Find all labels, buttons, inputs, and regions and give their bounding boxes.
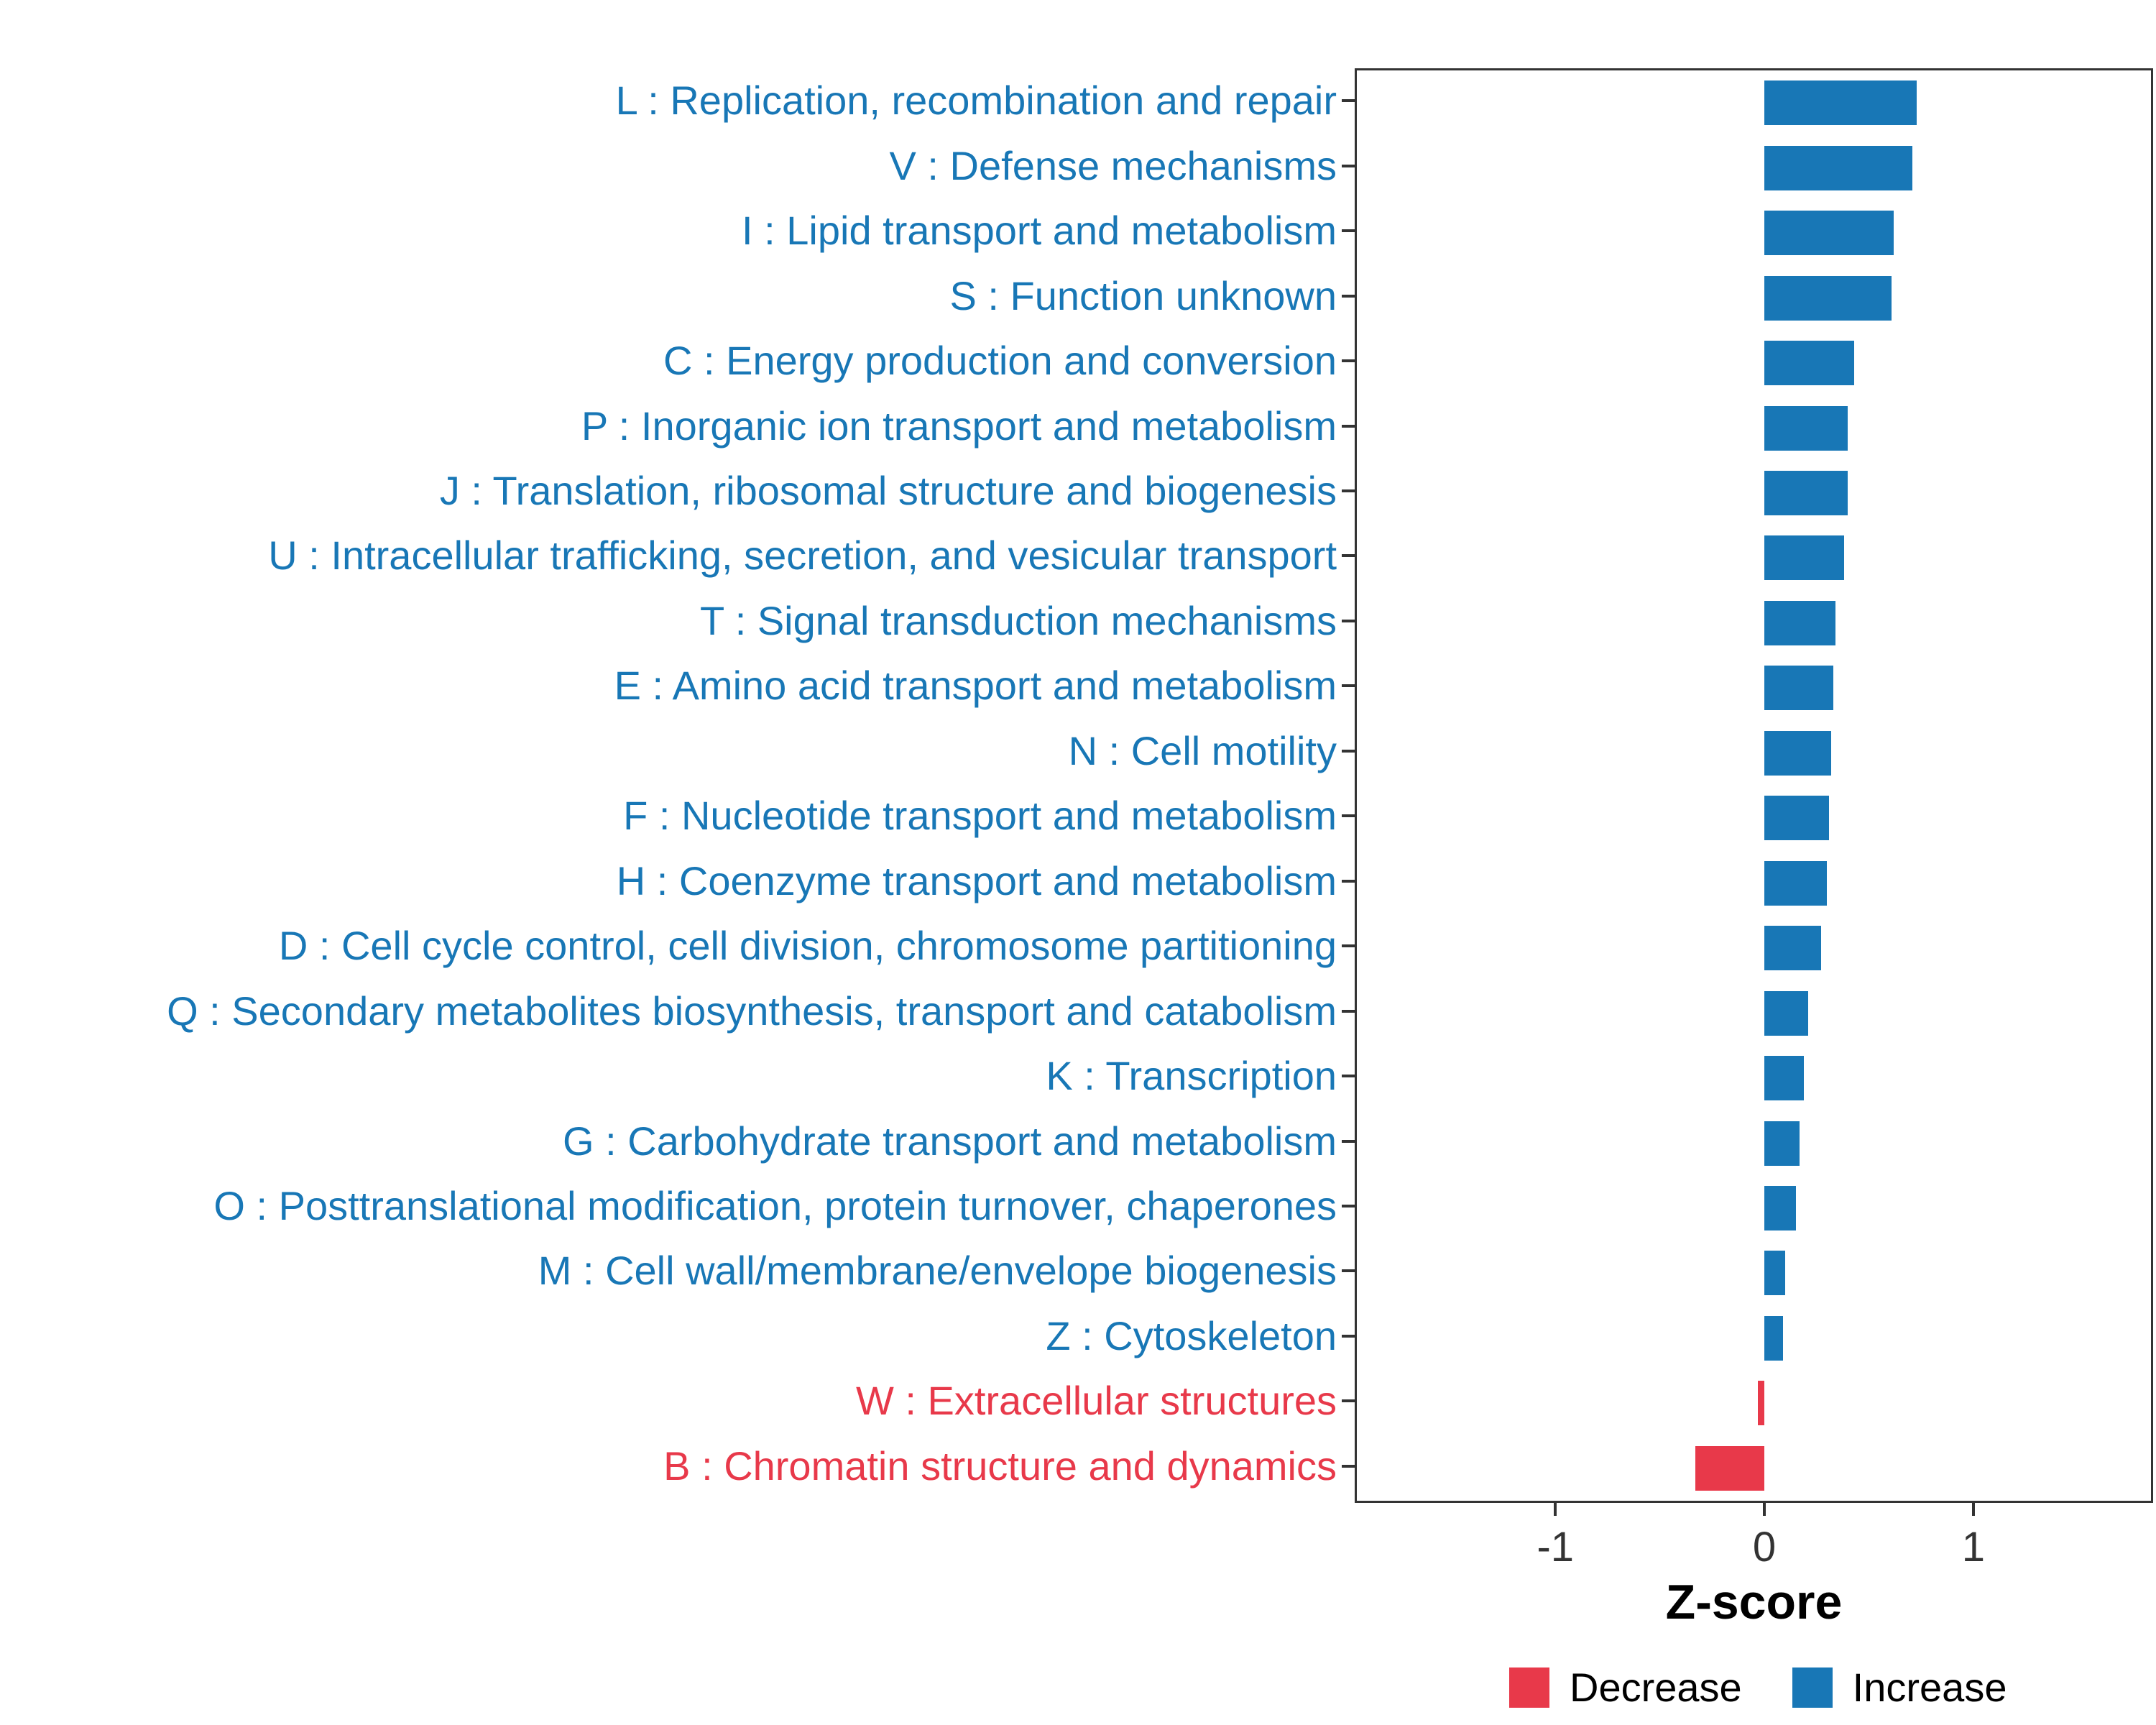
- legend-label: Increase: [1852, 1665, 2007, 1710]
- category-label: C : Energy production and conversion: [663, 338, 1337, 384]
- category-label: N : Cell motility: [1068, 727, 1337, 773]
- x-tick-label: -1: [1537, 1524, 1575, 1570]
- bar: [1764, 275, 1892, 321]
- bar: [1764, 341, 1855, 386]
- category-label: J : Translation, ribosomal structure and…: [439, 467, 1337, 513]
- x-axis-title: Z-score: [1665, 1575, 1843, 1629]
- category-label: Q : Secondary metabolites biosynthesis, …: [167, 988, 1337, 1034]
- y-tick: [1342, 1399, 1355, 1403]
- category-label: P : Inorganic ion transport and metaboli…: [581, 402, 1337, 448]
- bar: [1764, 926, 1821, 971]
- plot-panel: [1355, 68, 2153, 1503]
- bar: [1764, 211, 1894, 256]
- category-label: G : Carbohydrate transport and metabolis…: [563, 1118, 1337, 1164]
- legend-item-increase: Increase: [1792, 1664, 2007, 1711]
- bar: [1764, 145, 1913, 190]
- legend-item-decrease: Decrease: [1509, 1664, 1742, 1711]
- legend-label: Decrease: [1570, 1665, 1742, 1710]
- x-tick-label: 1: [1961, 1524, 1985, 1570]
- bar: [1764, 1315, 1784, 1361]
- category-label: F : Nucleotide transport and metabolism: [623, 793, 1337, 839]
- y-tick: [1342, 879, 1355, 883]
- bar: [1764, 600, 1835, 645]
- y-tick: [1342, 489, 1355, 492]
- category-label: H : Coenzyme transport and metabolism: [616, 857, 1337, 903]
- y-tick: [1342, 554, 1355, 558]
- category-label: O : Posttranslational modification, prot…: [213, 1182, 1337, 1228]
- x-tick: [1971, 1503, 1975, 1516]
- y-tick: [1342, 1334, 1355, 1338]
- bar: [1764, 80, 1917, 126]
- y-tick: [1342, 814, 1355, 818]
- x-tick: [1763, 1503, 1766, 1516]
- category-label: I : Lipid transport and metabolism: [742, 208, 1337, 254]
- bar: [1764, 405, 1848, 451]
- bar: [1764, 990, 1809, 1036]
- category-label: T : Signal transduction mechanisms: [699, 597, 1337, 643]
- category-label: V : Defense mechanisms: [889, 142, 1337, 188]
- y-tick: [1342, 1009, 1355, 1013]
- x-tick: [1554, 1503, 1557, 1516]
- bar: [1764, 860, 1828, 906]
- y-tick: [1342, 1464, 1355, 1468]
- category-label: W : Extracellular structures: [855, 1378, 1337, 1424]
- y-tick: [1342, 164, 1355, 167]
- y-tick: [1342, 229, 1355, 233]
- legend-swatch-increase: [1792, 1667, 1833, 1708]
- y-tick: [1342, 1139, 1355, 1143]
- bar: [1764, 666, 1833, 711]
- bar: [1764, 470, 1848, 515]
- y-tick: [1342, 99, 1355, 103]
- category-label: K : Transcription: [1046, 1053, 1337, 1099]
- bar: [1764, 1251, 1786, 1296]
- bar: [1695, 1445, 1765, 1491]
- category-label: E : Amino acid transport and metabolism: [614, 663, 1337, 709]
- y-tick: [1342, 294, 1355, 298]
- bar: [1764, 1121, 1800, 1166]
- bar: [1764, 796, 1830, 841]
- y-tick: [1342, 359, 1355, 363]
- y-tick: [1342, 684, 1355, 688]
- bar: [1764, 730, 1832, 776]
- category-label: Z : Cytoskeleton: [1046, 1312, 1337, 1358]
- y-tick: [1342, 424, 1355, 428]
- category-label: S : Function unknown: [949, 272, 1337, 318]
- legend-swatch-decrease: [1509, 1667, 1549, 1708]
- category-label: D : Cell cycle control, cell division, c…: [278, 923, 1337, 969]
- y-tick: [1342, 1204, 1355, 1208]
- bar: [1758, 1381, 1765, 1426]
- y-tick: [1342, 1269, 1355, 1273]
- bar: [1764, 1056, 1805, 1101]
- legend: Decrease Increase: [1509, 1664, 2007, 1711]
- category-label: M : Cell wall/membrane/envelope biogenes…: [538, 1248, 1337, 1294]
- y-tick: [1342, 944, 1355, 948]
- bar: [1764, 1185, 1796, 1230]
- x-tick-label: 0: [1752, 1524, 1777, 1570]
- category-label: B : Chromatin structure and dynamics: [663, 1443, 1337, 1489]
- y-tick: [1342, 619, 1355, 622]
- y-tick: [1342, 749, 1355, 753]
- bar: [1764, 535, 1844, 581]
- category-label: L : Replication, recombination and repai…: [615, 78, 1337, 124]
- category-label: U : Intracellular trafficking, secretion…: [268, 533, 1337, 579]
- y-tick: [1342, 1075, 1355, 1078]
